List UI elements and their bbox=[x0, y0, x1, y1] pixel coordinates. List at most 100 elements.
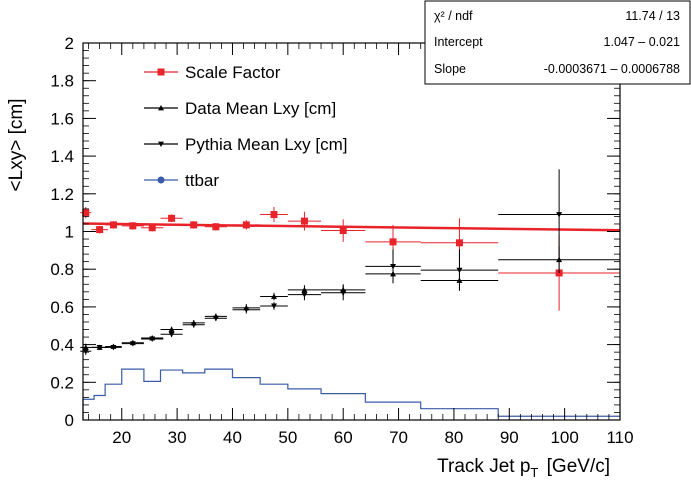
marker-square bbox=[270, 211, 278, 219]
marker-square bbox=[190, 221, 198, 229]
stats-row: Slope -0.0003671 – 0.0006788 bbox=[434, 62, 680, 76]
marker-square bbox=[212, 223, 220, 231]
data-point bbox=[260, 206, 288, 223]
marker-triangle-up bbox=[158, 105, 164, 111]
legend: Scale Factor Data Mean Lxy [cm] Pythia Mea… bbox=[144, 63, 348, 190]
y-tick-label: 1.8 bbox=[50, 72, 74, 91]
data-point bbox=[80, 347, 92, 355]
marker-triangle-down bbox=[190, 322, 197, 328]
marker-square bbox=[168, 214, 176, 222]
stats-label: Slope bbox=[434, 62, 466, 76]
marker-triangle-down bbox=[149, 336, 156, 342]
legend-entry: ttbar bbox=[144, 171, 219, 190]
marker-triangle-down bbox=[82, 348, 89, 355]
x-tick-label: 50 bbox=[278, 428, 297, 447]
data-point bbox=[160, 214, 183, 223]
legend-label: ttbar bbox=[185, 171, 219, 190]
stats-label: Intercept bbox=[434, 35, 483, 49]
x-tick-label: 90 bbox=[500, 428, 519, 447]
ttbar-histogram-line bbox=[82, 368, 620, 420]
linear-fit-line bbox=[82, 222, 621, 232]
data-point bbox=[287, 288, 322, 301]
marker-square bbox=[109, 221, 117, 229]
x-axis-label-subscript: T bbox=[530, 465, 538, 479]
marker-triangle-down bbox=[168, 331, 175, 338]
data-point bbox=[420, 249, 499, 291]
y-tick-label: 0.4 bbox=[50, 336, 74, 355]
marker-square bbox=[389, 238, 397, 246]
legend-label: Data Mean Lxy [cm] bbox=[185, 99, 336, 118]
fit-line bbox=[82, 222, 621, 232]
data-point bbox=[321, 285, 366, 301]
data-point bbox=[182, 221, 205, 229]
data-point bbox=[160, 331, 183, 338]
marker-square bbox=[242, 221, 250, 229]
x-tick-label: 20 bbox=[112, 428, 131, 447]
marker-triangle-down bbox=[390, 263, 397, 270]
data-points bbox=[80, 169, 620, 355]
legend-label: Pythia Mean Lxy [cm] bbox=[185, 135, 348, 154]
marker-triangle-up bbox=[82, 344, 89, 350]
series-pythia-mean-lxy-cm bbox=[80, 169, 620, 355]
marker-triangle-down bbox=[158, 141, 164, 147]
marker-triangle-down bbox=[129, 341, 136, 347]
data-point bbox=[498, 169, 620, 260]
y-tick-label: 1.6 bbox=[50, 109, 74, 128]
x-axis-label-main: Track Jet p bbox=[437, 456, 530, 477]
marker-square bbox=[82, 209, 90, 217]
stats-row: χ² / ndf 11.74 / 13 bbox=[434, 9, 680, 23]
data-point bbox=[204, 223, 227, 231]
marker-triangle-down bbox=[110, 345, 117, 351]
data-point bbox=[287, 211, 322, 231]
marker-square bbox=[96, 226, 104, 234]
x-axis-label: Track Jet pT [GeV/c] bbox=[437, 456, 610, 479]
marker-triangle-down bbox=[301, 292, 308, 298]
y-tick-label: 1.2 bbox=[50, 185, 74, 204]
x-tick-label: 60 bbox=[334, 428, 353, 447]
stats-row: Intercept 1.047 – 0.021 bbox=[434, 35, 680, 49]
x-tick-label: 80 bbox=[444, 428, 463, 447]
x-tick-label: 40 bbox=[223, 428, 242, 447]
fit-stats-box: χ² / ndf 11.74 / 13 Intercept 1.047 – 0.021… bbox=[424, 0, 691, 85]
marker-square bbox=[455, 239, 463, 247]
stats-value: 1.047 – 0.021 bbox=[604, 35, 681, 49]
y-tick-label: 0 bbox=[65, 411, 74, 430]
ttbar-histogram bbox=[82, 368, 620, 420]
data-point bbox=[121, 222, 144, 230]
marker-triangle-down bbox=[556, 212, 563, 218]
marker-triangle-down bbox=[243, 307, 250, 313]
marker-circle bbox=[157, 176, 165, 184]
marker-square bbox=[339, 227, 347, 235]
data-point bbox=[91, 345, 108, 351]
series-scale-factor bbox=[80, 206, 620, 311]
x-tick-label: 100 bbox=[550, 428, 578, 447]
x-tick-label: 70 bbox=[389, 428, 408, 447]
stats-value: 11.74 / 13 bbox=[625, 9, 680, 23]
legend-entry: Data Mean Lxy [cm] bbox=[144, 99, 336, 118]
y-tick-label: 0.2 bbox=[50, 373, 74, 392]
stats-box-frame bbox=[424, 0, 691, 85]
x-axis-label-unit: [GeV/c] bbox=[547, 456, 610, 477]
legend-entry: Scale Factor bbox=[144, 63, 281, 82]
data-point bbox=[182, 321, 205, 328]
marker-triangle-down bbox=[456, 267, 463, 274]
marker-square bbox=[129, 222, 137, 230]
stats-value: -0.0003671 – 0.0006788 bbox=[544, 62, 680, 76]
data-point bbox=[232, 305, 261, 314]
marker-triangle-up bbox=[270, 293, 277, 299]
data-point bbox=[121, 341, 144, 347]
y-tick-label: 1.4 bbox=[50, 147, 74, 166]
data-point bbox=[141, 336, 164, 342]
x-tick-label: 30 bbox=[168, 428, 187, 447]
y-tick-label: 1 bbox=[65, 223, 74, 242]
y-tick-label: 0.8 bbox=[50, 260, 74, 279]
plot-frame bbox=[82, 42, 621, 421]
data-point bbox=[232, 220, 261, 230]
marker-triangle-down bbox=[270, 303, 277, 309]
legend-entry: Pythia Mean Lxy [cm] bbox=[144, 135, 348, 154]
data-point bbox=[91, 225, 108, 234]
marker-square bbox=[157, 68, 165, 76]
axes: 0 0.2 0.4 0.6 0.8 1 1.2 1.4 1.6 1.8 2 20 30 40 50 60 70 8… bbox=[50, 34, 633, 447]
